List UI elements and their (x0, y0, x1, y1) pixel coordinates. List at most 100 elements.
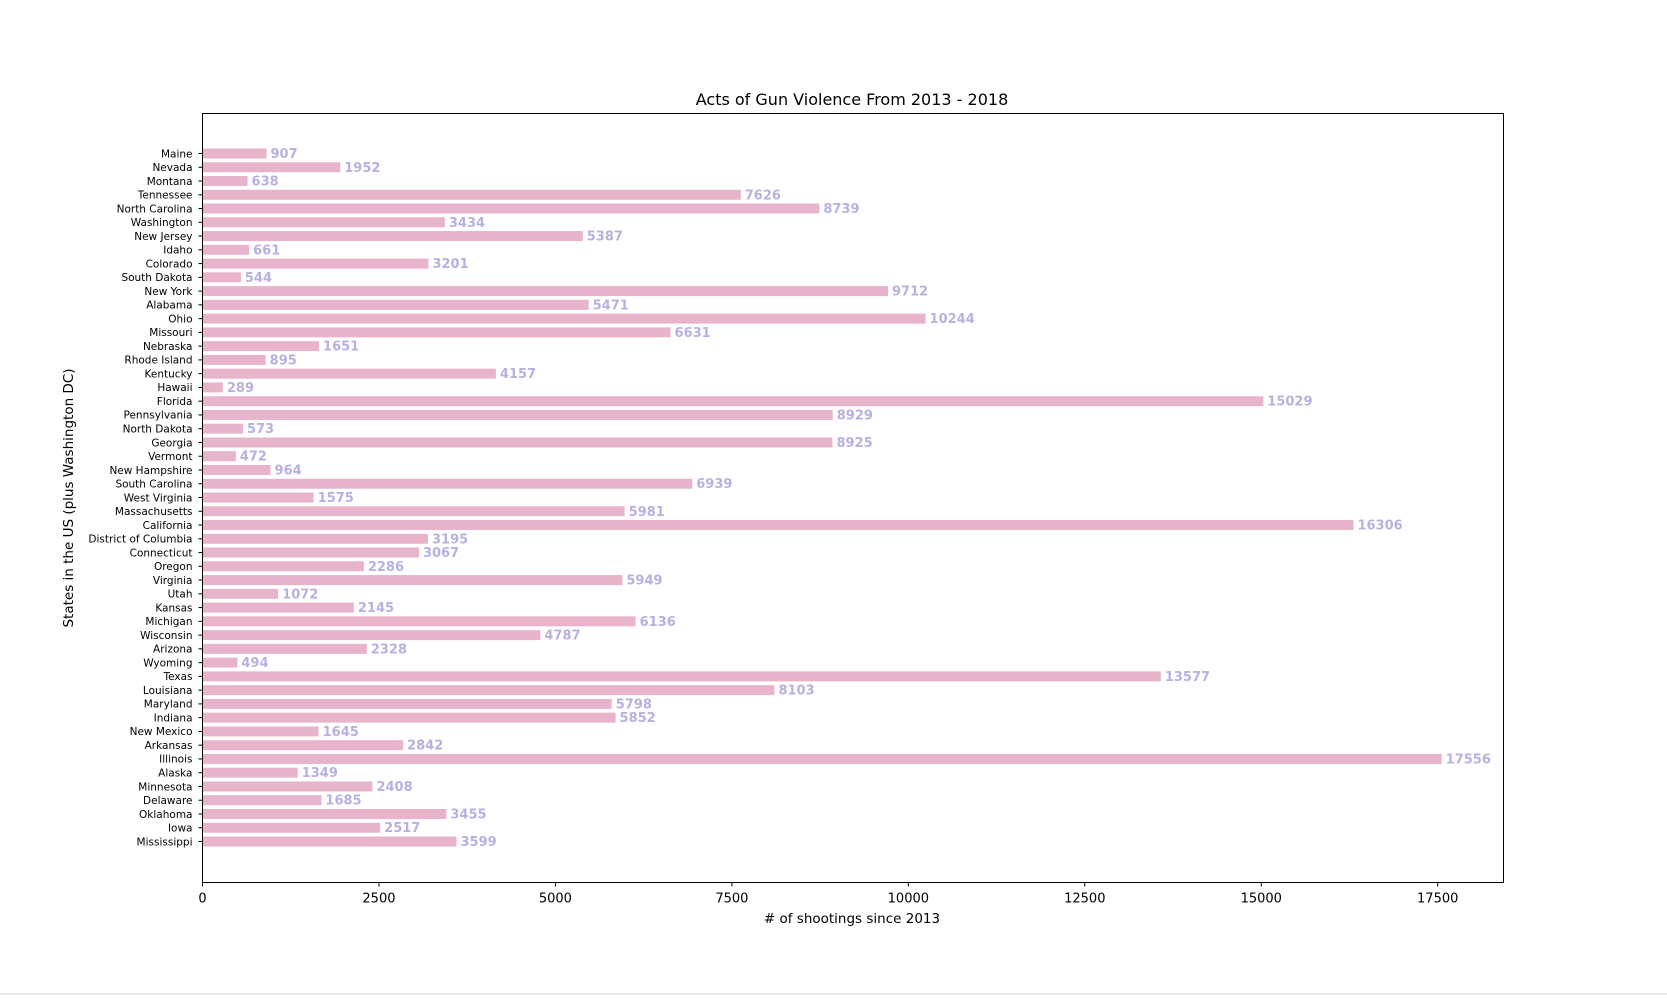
page-bottom-divider (0, 993, 1667, 995)
bar (202, 203, 820, 214)
bar-value-label: 8739 (823, 202, 859, 217)
y-tick-label: Idaho (163, 245, 192, 257)
bar (202, 409, 833, 420)
bar-value-label: 661 (253, 243, 280, 258)
bar (202, 217, 445, 228)
y-tick-label: Missouri (149, 327, 192, 339)
bar (202, 162, 341, 173)
bar-value-label: 2408 (376, 780, 412, 795)
bar-value-label: 5798 (616, 697, 652, 712)
bar-value-label: 2842 (407, 739, 443, 754)
bar (202, 588, 279, 599)
bar (202, 368, 496, 379)
bars-layer (202, 148, 1442, 847)
bar-value-label: 4157 (500, 367, 536, 382)
y-tick-label: South Carolina (115, 479, 192, 491)
bar (202, 341, 320, 352)
y-tick-label: Illinois (159, 754, 192, 766)
bar (202, 575, 623, 586)
y-tick-label: Hawaii (157, 382, 192, 394)
bar (202, 753, 1442, 764)
x-tick-label: 2500 (362, 892, 395, 907)
y-tick-label: Massachusetts (115, 506, 193, 518)
bar (202, 643, 367, 654)
bar-value-label: 895 (270, 353, 297, 368)
y-tick-label: New York (144, 286, 193, 298)
bar-value-label: 6939 (696, 477, 732, 492)
bar-value-label: 3599 (461, 835, 497, 850)
bar-value-label: 544 (245, 271, 272, 286)
bar-value-label: 3201 (432, 257, 468, 272)
bar (202, 423, 243, 434)
y-tick-label: Mississippi (137, 836, 193, 848)
bar-value-label: 3434 (449, 216, 485, 231)
bar (202, 781, 373, 792)
bar-value-label: 5471 (593, 298, 629, 313)
bar-value-label: 907 (271, 147, 298, 162)
bar (202, 354, 266, 365)
y-tick-label: Pennsylvania (124, 410, 193, 422)
bar-value-label: 6631 (675, 326, 711, 341)
y-tick-label: Alaska (158, 768, 192, 780)
bar (202, 327, 671, 338)
bar (202, 464, 271, 475)
bar-value-label: 8929 (837, 408, 873, 423)
value-labels-layer: 907 1952 638 7626 8739 3434 5387 661 3201 544 9712… (227, 147, 1491, 850)
bar-value-label: 9712 (892, 285, 928, 300)
plot-frame (202, 113, 1504, 883)
bar (202, 685, 775, 696)
bar (202, 657, 238, 668)
bar (202, 382, 223, 393)
y-axis-label: States in the US (plus Washington DC) (61, 368, 77, 627)
y-tick-label: Kansas (155, 602, 192, 614)
bar-value-label: 573 (247, 422, 274, 437)
y-tick-label: Washington (131, 217, 193, 229)
bar-value-label: 1575 (318, 491, 354, 506)
y-tick-label: California (143, 520, 193, 532)
bar (202, 148, 267, 159)
bar-value-label: 1645 (323, 725, 359, 740)
y-tick-label: South Dakota (121, 272, 192, 284)
y-tick-label: Alabama (146, 300, 192, 312)
y-tick-label: Indiana (154, 712, 193, 724)
bar (202, 176, 248, 187)
y-tick-label: Maryland (144, 699, 193, 711)
chart-title: Acts of Gun Violence From 2013 - 2018 (696, 90, 1009, 109)
bar (202, 451, 236, 462)
y-tick-label: Florida (157, 396, 193, 408)
y-tick-label: Louisiana (143, 685, 193, 697)
bar (202, 698, 612, 709)
y-tick-label: Maine (161, 148, 193, 160)
bar-value-label: 638 (252, 175, 279, 190)
bar-value-label: 5852 (620, 711, 656, 726)
y-tick-label: Colorado (146, 258, 193, 270)
bar-value-label: 1349 (302, 766, 338, 781)
bar (202, 533, 429, 544)
x-tick-label: 0 (198, 892, 206, 907)
x-tick-label: 7500 (715, 892, 748, 907)
y-tick-label: Nebraska (143, 341, 193, 353)
bar (202, 726, 319, 737)
bar-value-label: 1072 (282, 587, 318, 602)
bar-value-label: 289 (227, 381, 254, 396)
bar (202, 520, 1354, 531)
bar (202, 478, 693, 489)
bar-value-label: 4787 (544, 629, 580, 644)
bar (202, 547, 419, 558)
bar-value-label: 1651 (323, 340, 359, 355)
bar-value-label: 17556 (1446, 752, 1491, 767)
bar-value-label: 13577 (1165, 670, 1210, 685)
bar (202, 630, 541, 641)
bar-value-label: 10244 (930, 312, 975, 327)
y-tick-label: North Carolina (117, 203, 193, 215)
bar (202, 286, 889, 297)
bar (202, 231, 583, 242)
y-tick-label: Oregon (154, 561, 193, 573)
y-tick-label: New Hampshire (109, 465, 192, 477)
bar-value-label: 2286 (368, 560, 404, 575)
y-tick-label: Kentucky (145, 368, 193, 380)
bar-value-label: 8103 (778, 684, 814, 699)
